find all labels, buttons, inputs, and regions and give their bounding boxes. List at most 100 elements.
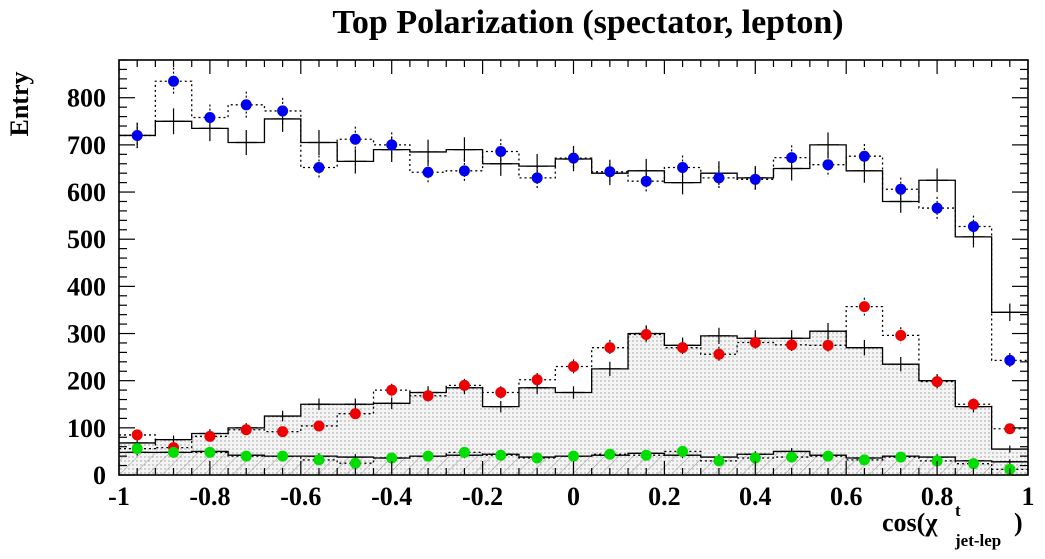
data-point	[386, 384, 398, 396]
data-point	[131, 129, 143, 141]
data-point	[495, 386, 507, 398]
data-point	[931, 376, 943, 388]
series-0	[119, 105, 1028, 322]
y-tick-label: 200	[67, 367, 106, 396]
data-point	[313, 420, 325, 432]
data-point	[604, 166, 616, 178]
data-point	[1004, 423, 1016, 435]
data-point	[458, 446, 470, 458]
data-point	[1004, 354, 1016, 366]
y-tick-label: 600	[67, 178, 106, 207]
data-point	[240, 424, 252, 436]
data-point	[531, 452, 543, 464]
y-tick-label: 0	[93, 461, 106, 490]
data-point	[858, 301, 870, 313]
data-point	[313, 162, 325, 174]
data-point	[786, 339, 798, 351]
data-point	[640, 328, 652, 340]
data-point	[749, 173, 761, 185]
data-point	[895, 451, 907, 463]
data-point	[531, 374, 543, 386]
data-point	[131, 429, 143, 441]
data-point	[967, 398, 979, 410]
x-tick-label: -0.6	[280, 482, 321, 511]
data-point	[895, 183, 907, 195]
x-tick-label: -0.2	[462, 482, 503, 511]
data-point	[531, 172, 543, 184]
x-tick-label: 0.4	[739, 482, 772, 511]
dotted-step-line	[119, 447, 1028, 470]
data-point	[786, 451, 798, 463]
x-tick-label: 0.8	[921, 482, 954, 511]
axes: -1 -0.8 -0.6 -0.4 -0.2 0 0.2 0.4 0.6 0.8 1 0 100 200 3…	[67, 59, 1035, 511]
data-point	[822, 450, 834, 462]
series-3	[119, 297, 1028, 454]
data-point	[967, 458, 979, 470]
y-tick-label: 100	[67, 414, 106, 443]
x-tick-label: 0.6	[830, 482, 863, 511]
x-axis-label: cos(χ t jet-lep )	[882, 501, 1023, 550]
data-point	[386, 139, 398, 151]
data-point	[495, 449, 507, 461]
data-point	[240, 99, 252, 111]
data-point	[604, 342, 616, 354]
data-point	[677, 342, 689, 354]
y-tick-label: 400	[67, 272, 106, 301]
x-axis-label-superscript: t	[955, 501, 961, 520]
series-1	[119, 67, 1028, 368]
data-point	[713, 455, 725, 467]
signal-shaded-fill	[119, 331, 1028, 475]
plot-area	[119, 67, 1028, 475]
x-tick-label: -0.4	[371, 482, 412, 511]
data-point	[604, 448, 616, 460]
data-point	[313, 454, 325, 466]
series-2	[119, 322, 1028, 475]
dotted-step-line	[119, 80, 1028, 362]
data-point	[713, 172, 725, 184]
data-point	[967, 220, 979, 232]
x-tick-label: 1	[1022, 482, 1035, 511]
data-point	[568, 152, 579, 164]
x-axis-label-subscript: jet-lep	[954, 531, 1001, 550]
y-tick-label: 700	[67, 131, 106, 160]
data-point	[349, 133, 361, 145]
data-point	[458, 165, 470, 177]
dotted-step-line	[119, 305, 1028, 449]
chart-title: Top Polarization (spectator, lepton)	[332, 4, 843, 41]
data-point	[640, 449, 652, 461]
data-point	[895, 329, 907, 341]
data-point	[204, 446, 216, 458]
data-point	[204, 112, 216, 124]
y-tick-label: 500	[67, 225, 106, 254]
data-point	[277, 105, 289, 117]
data-point	[204, 430, 216, 442]
data-point	[786, 152, 798, 164]
data-point	[713, 348, 725, 360]
x-tick-label: 0.2	[648, 482, 681, 511]
y-tick-label: 800	[67, 84, 106, 113]
data-point	[677, 445, 689, 457]
data-point	[931, 455, 943, 467]
data-point	[422, 166, 434, 178]
x-tick-label: -0.8	[189, 482, 230, 511]
data-point	[240, 450, 252, 462]
data-point	[495, 145, 507, 157]
plot-clip-group	[119, 67, 1028, 475]
data-point	[458, 379, 470, 391]
data-point	[858, 454, 870, 466]
data-point	[568, 450, 579, 462]
data-point	[749, 452, 761, 464]
data-point	[677, 162, 689, 174]
data-point	[640, 175, 652, 187]
x-axis-label-main: cos(χ	[882, 508, 938, 537]
data-point	[749, 336, 761, 348]
data-point	[422, 450, 434, 462]
data-point	[931, 202, 943, 214]
data-point	[858, 150, 870, 162]
data-point	[168, 75, 180, 87]
y-tick-label: 300	[67, 320, 106, 349]
data-point	[349, 408, 361, 420]
data-point	[822, 159, 834, 171]
data-point	[168, 446, 180, 458]
